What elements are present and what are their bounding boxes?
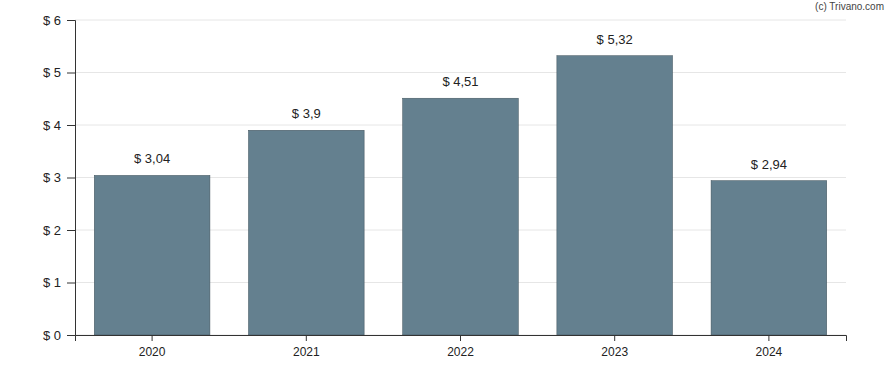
x-tick-label: 2022 [447, 345, 474, 359]
y-tick: $ 6 [43, 13, 75, 28]
bar [711, 181, 827, 335]
x-tick-mark [306, 335, 307, 341]
y-tick: $ 5 [43, 65, 75, 80]
y-tick-label: $ 5 [43, 65, 61, 80]
y-tick: $ 0 [43, 328, 75, 343]
y-tick-mark [67, 178, 75, 179]
y-axis: $ 0 $ 1 $ 2 $ 3 $ 4 $ 5 $ 6 [43, 13, 76, 343]
x-tick-label: 2020 [139, 345, 166, 359]
y-tick-label: $ 6 [43, 13, 61, 28]
x-tick: 2024 [756, 335, 783, 359]
bar [403, 98, 519, 335]
y-tick: $ 2 [43, 223, 75, 238]
chart: $ 0$ 1$ 2$ 3$ 4$ 5$ 62020202120222023202… [0, 0, 888, 370]
y-tick-label: $ 1 [43, 275, 61, 290]
y-tick-label: $ 4 [43, 118, 61, 133]
x-tick-label: 2021 [293, 345, 320, 359]
x-tick: 2022 [447, 335, 474, 359]
x-tick: 2023 [601, 335, 628, 359]
grid-line [75, 72, 846, 73]
annotation: (c) Trivano.com [815, 1, 884, 12]
y-tick-mark [67, 125, 75, 126]
data-label: $ 5,32 [597, 32, 633, 47]
data-label: $ 4,51 [442, 74, 478, 89]
x-tick-mark [152, 335, 153, 341]
plot: $ 0$ 1$ 2$ 3$ 4$ 5$ 62020202120222023202… [43, 13, 847, 359]
data-label: $ 3,9 [292, 106, 321, 121]
bar [248, 130, 364, 335]
data-label: $ 2,94 [751, 157, 787, 172]
x-tick-mark [768, 335, 769, 341]
y-tick: $ 4 [43, 118, 75, 133]
x-tick: 2020 [139, 335, 166, 359]
x-tick-mark [460, 335, 461, 341]
y-tick-mark [67, 20, 75, 21]
x-axis-line [76, 336, 847, 342]
data-labels: $ 3,04 $ 3,9 $ 4,51 $ 5,32 $ 2,94 [134, 32, 787, 172]
y-tick: $ 3 [43, 170, 75, 185]
x-tick-label: 2024 [756, 345, 783, 359]
y-tick-label: $ 3 [43, 170, 61, 185]
y-tick-label: $ 0 [43, 328, 61, 343]
data-label: $ 3,04 [134, 151, 170, 166]
bar [94, 175, 210, 335]
y-tick-mark [67, 335, 75, 336]
grid-line [75, 20, 846, 21]
x-axis: 2020 2021 2022 2023 2024 [76, 335, 847, 359]
y-tick-label: $ 2 [43, 223, 61, 238]
bar [557, 56, 673, 335]
y-tick-mark [67, 230, 75, 231]
x-tick: 2021 [293, 335, 320, 359]
y-tick-mark [67, 283, 75, 284]
y-tick: $ 1 [43, 275, 75, 290]
y-axis-line [67, 21, 76, 336]
grid [75, 20, 846, 335]
x-tick-label: 2023 [601, 345, 628, 359]
x-tick-mark [614, 335, 615, 341]
bars [94, 56, 826, 335]
y-tick-mark [67, 73, 75, 74]
